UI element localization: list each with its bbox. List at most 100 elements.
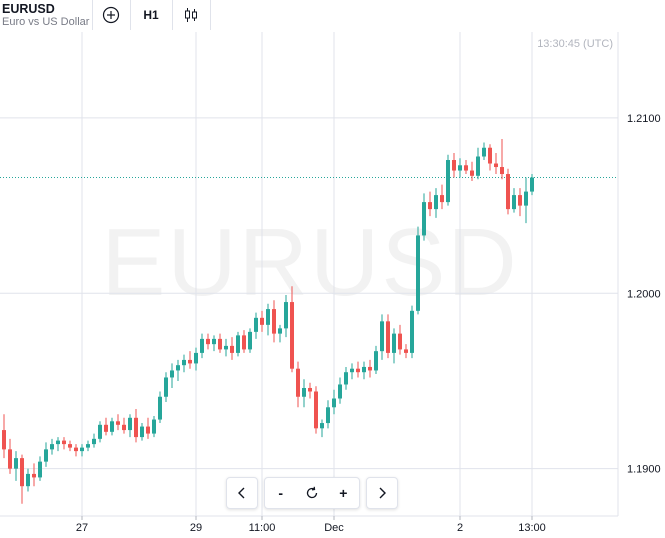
price-tick-label: 1.2000 bbox=[627, 288, 661, 300]
candle-body bbox=[158, 396, 162, 420]
zoom-out-button[interactable]: - bbox=[278, 485, 283, 501]
price-tick-label: 1.2100 bbox=[627, 113, 661, 125]
candle-body bbox=[302, 387, 306, 397]
candle bbox=[170, 363, 174, 388]
candle-body bbox=[338, 384, 342, 399]
candle bbox=[296, 361, 300, 408]
candle bbox=[140, 423, 144, 441]
zoom-in-button[interactable]: + bbox=[339, 485, 348, 501]
candle-body bbox=[248, 331, 252, 350]
candle-body bbox=[254, 317, 258, 332]
candle-body bbox=[200, 338, 204, 353]
candle-body bbox=[458, 165, 462, 171]
candle-body bbox=[530, 177, 534, 192]
candle-body bbox=[290, 302, 294, 369]
candle-body bbox=[524, 191, 528, 206]
candle bbox=[320, 419, 324, 438]
symbol-info[interactable]: EURUSD Euro vs US Dollar bbox=[2, 2, 89, 29]
scroll-right-button[interactable] bbox=[366, 477, 398, 509]
candle-body bbox=[188, 359, 192, 364]
candle-body bbox=[416, 235, 420, 311]
chart-type-button[interactable] bbox=[176, 0, 206, 30]
reset-button[interactable] bbox=[298, 486, 326, 500]
candle bbox=[464, 160, 468, 175]
candle bbox=[176, 359, 180, 381]
candle bbox=[344, 366, 348, 390]
candle-body bbox=[152, 419, 156, 434]
candle bbox=[242, 330, 246, 353]
candle bbox=[470, 161, 474, 182]
candle bbox=[2, 414, 6, 459]
scroll-left-button[interactable] bbox=[226, 477, 258, 509]
candle-body bbox=[266, 309, 270, 325]
time-tick-label: Dec bbox=[324, 522, 344, 534]
candle-body bbox=[242, 335, 246, 350]
candle bbox=[206, 333, 210, 350]
candle bbox=[134, 409, 138, 443]
candle-body bbox=[230, 345, 234, 353]
time-axis[interactable]: 27 29 11:00 Dec 2 13:00 bbox=[76, 516, 546, 534]
candle bbox=[158, 391, 162, 424]
candle-body bbox=[434, 195, 438, 210]
candle bbox=[68, 440, 72, 452]
chevron-right-icon bbox=[379, 487, 386, 499]
candle bbox=[188, 351, 192, 369]
candle-body bbox=[14, 458, 18, 469]
candle bbox=[350, 363, 354, 380]
candle bbox=[530, 174, 534, 196]
candle bbox=[266, 303, 270, 336]
candle bbox=[512, 188, 516, 213]
candle bbox=[338, 377, 342, 404]
candle-body bbox=[98, 424, 102, 439]
candle bbox=[410, 305, 414, 359]
candle bbox=[122, 417, 126, 434]
candle-body bbox=[104, 424, 108, 432]
candle bbox=[104, 417, 108, 436]
candles bbox=[2, 138, 534, 504]
add-symbol-button[interactable] bbox=[96, 0, 126, 30]
candle-body bbox=[140, 426, 144, 438]
candle bbox=[374, 345, 378, 374]
candle-body bbox=[278, 328, 282, 334]
candle bbox=[32, 463, 36, 487]
price-axis[interactable]: 1.2100 1.2000 1.1900 bbox=[627, 113, 661, 476]
candle bbox=[314, 386, 318, 434]
candle-body bbox=[212, 338, 216, 345]
top-toolbar: EURUSD Euro vs US Dollar H1 bbox=[0, 0, 665, 32]
candle bbox=[386, 314, 390, 359]
candle bbox=[8, 438, 12, 474]
candle-body bbox=[80, 447, 84, 452]
candle-body bbox=[110, 421, 114, 432]
candle-body bbox=[38, 461, 42, 478]
price-tick-label: 1.1900 bbox=[627, 464, 661, 476]
plus-circle-icon bbox=[102, 6, 120, 24]
candle-body bbox=[404, 349, 408, 353]
candle bbox=[116, 414, 120, 431]
candle-body bbox=[470, 170, 474, 176]
candle bbox=[272, 300, 276, 343]
candle bbox=[92, 433, 96, 448]
candle bbox=[260, 310, 264, 332]
candle-body bbox=[2, 430, 6, 450]
candle bbox=[80, 444, 84, 457]
candle-body bbox=[284, 302, 288, 329]
candle-body bbox=[380, 321, 384, 352]
candlestick-icon bbox=[185, 8, 197, 22]
candle bbox=[392, 328, 396, 364]
candle-body bbox=[194, 352, 198, 364]
candle-body bbox=[440, 195, 444, 203]
candle-body bbox=[32, 473, 36, 478]
candle bbox=[428, 191, 432, 217]
candle bbox=[284, 295, 288, 338]
candle bbox=[212, 335, 216, 352]
timeframe-button[interactable]: H1 bbox=[143, 8, 159, 22]
grid bbox=[0, 32, 618, 516]
candle bbox=[326, 400, 330, 429]
candle-body bbox=[236, 335, 240, 353]
candle-body bbox=[506, 174, 510, 210]
candle bbox=[200, 333, 204, 359]
symbol-ticker: EURUSD bbox=[2, 2, 55, 16]
time-tick-label: 11:00 bbox=[249, 522, 276, 534]
candle-body bbox=[446, 160, 450, 203]
